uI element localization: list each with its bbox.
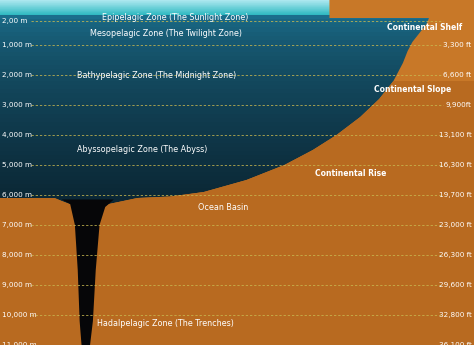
Text: 9,900ft: 9,900ft — [446, 102, 472, 108]
Text: Continental Slope: Continental Slope — [374, 86, 451, 95]
Text: 1,000 m: 1,000 m — [2, 42, 32, 48]
Text: Continental Rise: Continental Rise — [315, 169, 386, 178]
Text: 10,000 m: 10,000 m — [2, 312, 37, 318]
Text: 5,000 m: 5,000 m — [2, 162, 32, 168]
Text: 13,100 ft: 13,100 ft — [439, 132, 472, 138]
Text: 3,000 m: 3,000 m — [2, 102, 32, 108]
Text: 7,000 m: 7,000 m — [2, 222, 32, 228]
Text: 29,600 ft: 29,600 ft — [439, 282, 472, 288]
Text: 4,000 m: 4,000 m — [2, 132, 32, 138]
Text: 9,000 m: 9,000 m — [2, 282, 32, 288]
Text: 2,00 m: 2,00 m — [2, 18, 28, 24]
Text: 16,300 ft: 16,300 ft — [439, 162, 472, 168]
Polygon shape — [0, 81, 474, 345]
Text: 6,600 ft: 6,600 ft — [443, 72, 472, 78]
Text: 2,000 m: 2,000 m — [2, 72, 32, 78]
Polygon shape — [62, 199, 114, 345]
Text: 3,300 ft: 3,300 ft — [443, 42, 472, 48]
Text: Abyssopelagic Zone (The Abyss): Abyssopelagic Zone (The Abyss) — [77, 146, 208, 155]
Text: Mesopelagic Zone (The Twilight Zone): Mesopelagic Zone (The Twilight Zone) — [90, 29, 242, 38]
Text: Hadalpelagic Zone (The Trenches): Hadalpelagic Zone (The Trenches) — [98, 319, 234, 328]
Text: 23,000 ft: 23,000 ft — [439, 222, 472, 228]
Text: 19,700 ft: 19,700 ft — [439, 192, 472, 198]
Text: 11,000 m: 11,000 m — [2, 342, 37, 345]
Text: Epipelagic Zone (The Sunlight Zone): Epipelagic Zone (The Sunlight Zone) — [102, 13, 248, 22]
Text: 32,800 ft: 32,800 ft — [439, 312, 472, 318]
Text: Bathypelagic Zone (The Midnight Zone): Bathypelagic Zone (The Midnight Zone) — [77, 70, 236, 79]
Text: 8,000 m: 8,000 m — [2, 252, 32, 258]
Text: 36,100 ft: 36,100 ft — [439, 342, 472, 345]
Text: 26,300 ft: 26,300 ft — [439, 252, 472, 258]
Text: Ocean Basin: Ocean Basin — [198, 203, 248, 211]
Text: Continental Shelf: Continental Shelf — [387, 23, 462, 32]
Text: 6,000 m: 6,000 m — [2, 192, 32, 198]
